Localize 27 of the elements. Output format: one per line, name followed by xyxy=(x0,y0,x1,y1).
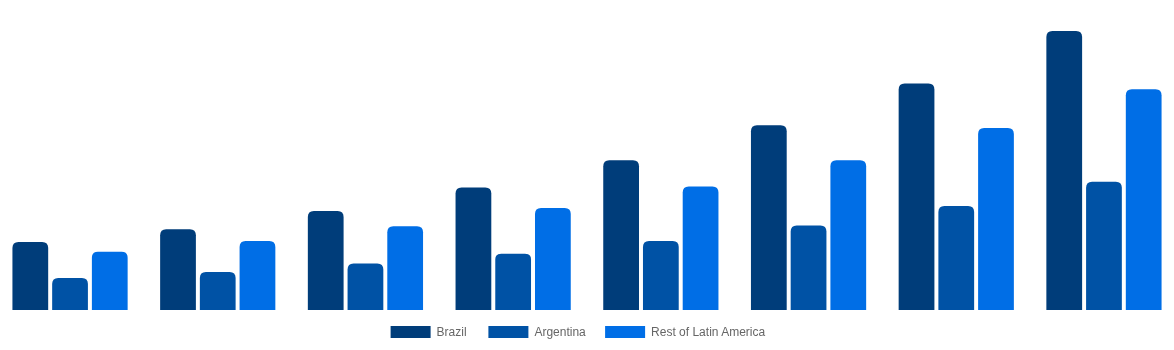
bar xyxy=(199,272,236,310)
bar xyxy=(898,83,935,310)
bar xyxy=(978,128,1014,310)
bar xyxy=(12,241,49,310)
bar xyxy=(642,241,679,310)
bar xyxy=(160,229,196,310)
bar xyxy=(1086,181,1122,310)
bar xyxy=(603,160,639,310)
bar xyxy=(52,277,88,310)
bar xyxy=(750,125,787,310)
bar xyxy=(790,225,827,310)
bar xyxy=(239,241,276,310)
bar xyxy=(682,186,719,310)
bar xyxy=(91,251,128,310)
bar xyxy=(938,205,975,310)
legend-label: Brazil xyxy=(436,325,467,339)
bar xyxy=(1125,89,1162,310)
bar xyxy=(495,253,532,310)
legend-label: Argentina xyxy=(534,325,587,339)
bar xyxy=(830,160,867,310)
bar xyxy=(347,263,384,310)
bar xyxy=(455,187,492,310)
legend-label: Rest of Latin America xyxy=(651,325,766,339)
bar xyxy=(535,207,571,310)
bar xyxy=(387,226,424,310)
bar xyxy=(307,210,344,310)
bar xyxy=(1046,31,1083,310)
